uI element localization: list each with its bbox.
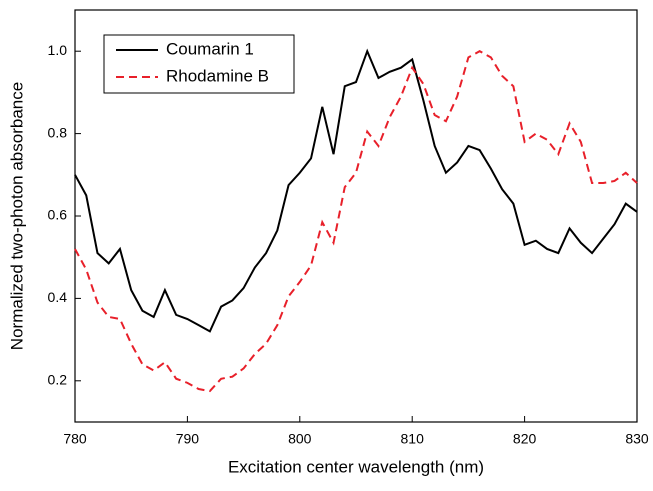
x-tick-label: 830 [625, 431, 649, 447]
series-line [74, 50, 638, 393]
legend-label: Coumarin 1 [166, 39, 254, 58]
y-tick-label: 0.2 [48, 372, 68, 388]
y-tick-label: 0.4 [48, 289, 68, 305]
legend-box [103, 34, 295, 94]
legend-label: Rhodamine B [166, 66, 269, 85]
y-tick-label: 1.0 [48, 42, 68, 58]
y-tick-label: 0.8 [48, 124, 68, 140]
x-tick-label: 810 [401, 431, 425, 447]
y-tick-label: 0.6 [48, 207, 68, 223]
x-tick-label: 780 [63, 431, 87, 447]
x-tick-label: 790 [176, 431, 200, 447]
y-axis-label: Normalized two-photon absorbance [7, 82, 26, 350]
x-tick-label: 820 [513, 431, 537, 447]
series-line [74, 48, 638, 333]
x-tick-label: 800 [288, 431, 312, 447]
x-axis-label: Excitation center wavelength (nm) [228, 457, 484, 476]
